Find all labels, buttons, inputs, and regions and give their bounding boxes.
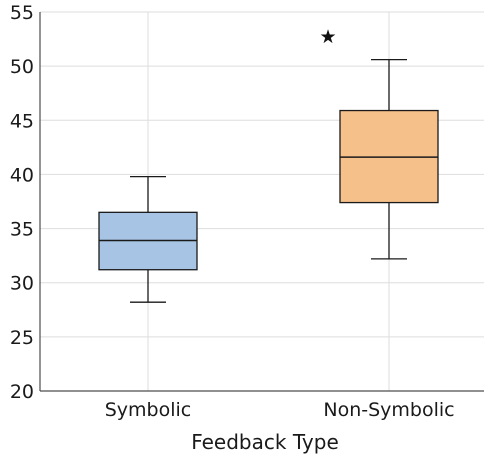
x-tick-label: Symbolic xyxy=(105,399,192,421)
plot-axes xyxy=(39,12,484,392)
y-tick-label: 25 xyxy=(10,327,34,349)
box-symbolic xyxy=(98,175,198,303)
outlier-marker: ★ xyxy=(319,26,336,48)
y-tick-label: 40 xyxy=(10,164,34,186)
box-non-symbolic: ★ xyxy=(319,26,439,260)
y-tick-label: 30 xyxy=(10,273,34,295)
x-tick-label: Non-Symbolic xyxy=(323,399,454,421)
x-tick-labels: Symbolic Non-Symbolic xyxy=(105,399,455,421)
y-tick-label: 45 xyxy=(10,110,34,132)
y-tick-label: 35 xyxy=(10,219,34,241)
y-tick-label: 55 xyxy=(10,2,34,24)
y-tick-label: 20 xyxy=(10,381,34,403)
y-tick-labels: 20 25 30 35 40 45 50 55 xyxy=(10,2,34,403)
x-axis-title: Feedback Type xyxy=(191,430,339,454)
y-tick-label: 50 xyxy=(10,56,34,78)
box-series: ★ xyxy=(98,26,439,303)
